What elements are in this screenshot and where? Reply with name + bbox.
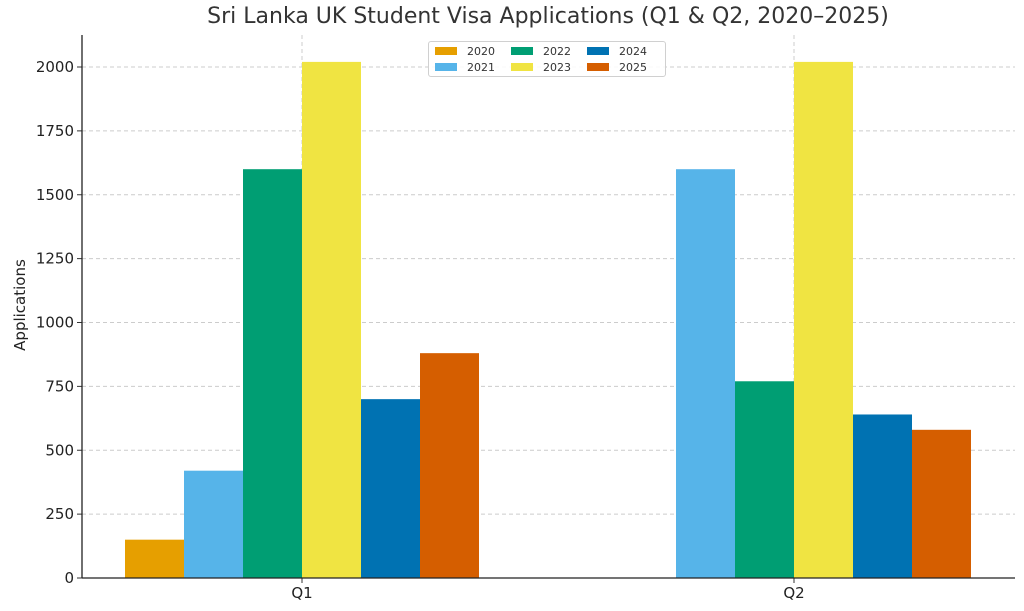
legend-item-2023: 2023 bbox=[509, 59, 585, 75]
bar-2025-Q2 bbox=[912, 429, 971, 578]
legend: 2020 2021 2022 2023 2024 2025 bbox=[428, 41, 666, 77]
x-tick-label: Q2 bbox=[783, 584, 804, 602]
legend-swatch bbox=[435, 63, 457, 71]
y-tick-label: 250 bbox=[45, 505, 74, 523]
legend-label: 2025 bbox=[619, 60, 647, 74]
bar-2020-Q1 bbox=[125, 539, 184, 578]
y-tick-label: 1500 bbox=[36, 186, 74, 204]
bar-2021-Q2 bbox=[676, 169, 735, 578]
bar-2022-Q1 bbox=[243, 169, 302, 578]
legend-label: 2021 bbox=[467, 60, 495, 74]
legend-swatch bbox=[587, 63, 609, 71]
bar-2024-Q2 bbox=[853, 414, 912, 578]
y-tick-label: 1250 bbox=[36, 250, 74, 268]
bar-2023-Q2 bbox=[794, 61, 853, 578]
bar-2025-Q1 bbox=[420, 353, 479, 578]
legend-item-2024: 2024 bbox=[585, 43, 661, 59]
chart-title: Sri Lanka UK Student Visa Applications (… bbox=[207, 4, 889, 29]
legend-item-2021: 2021 bbox=[433, 59, 509, 75]
y-tick-label: 750 bbox=[45, 377, 74, 395]
bar-2024-Q1 bbox=[361, 399, 420, 578]
legend-item-2025: 2025 bbox=[585, 59, 661, 75]
legend-item-2022: 2022 bbox=[509, 43, 585, 59]
legend-swatch bbox=[511, 63, 533, 71]
y-tick-label: 2000 bbox=[36, 58, 74, 76]
legend-label: 2024 bbox=[619, 44, 647, 58]
legend-swatch bbox=[435, 47, 457, 55]
bar-2023-Q1 bbox=[302, 61, 361, 578]
legend-label: 2020 bbox=[467, 44, 495, 58]
x-tick-label: Q1 bbox=[291, 584, 312, 602]
legend-swatch bbox=[511, 47, 533, 55]
bar-2022-Q2 bbox=[735, 381, 794, 578]
legend-label: 2022 bbox=[543, 44, 571, 58]
y-tick-label: 500 bbox=[45, 441, 74, 459]
y-tick-label: 1750 bbox=[36, 122, 74, 140]
legend-swatch bbox=[587, 47, 609, 55]
bar-2021-Q1 bbox=[184, 470, 243, 578]
y-tick-label: 1000 bbox=[36, 314, 74, 332]
legend-item-2020: 2020 bbox=[433, 43, 509, 59]
y-tick-label: 0 bbox=[64, 569, 74, 587]
legend-label: 2023 bbox=[543, 60, 571, 74]
